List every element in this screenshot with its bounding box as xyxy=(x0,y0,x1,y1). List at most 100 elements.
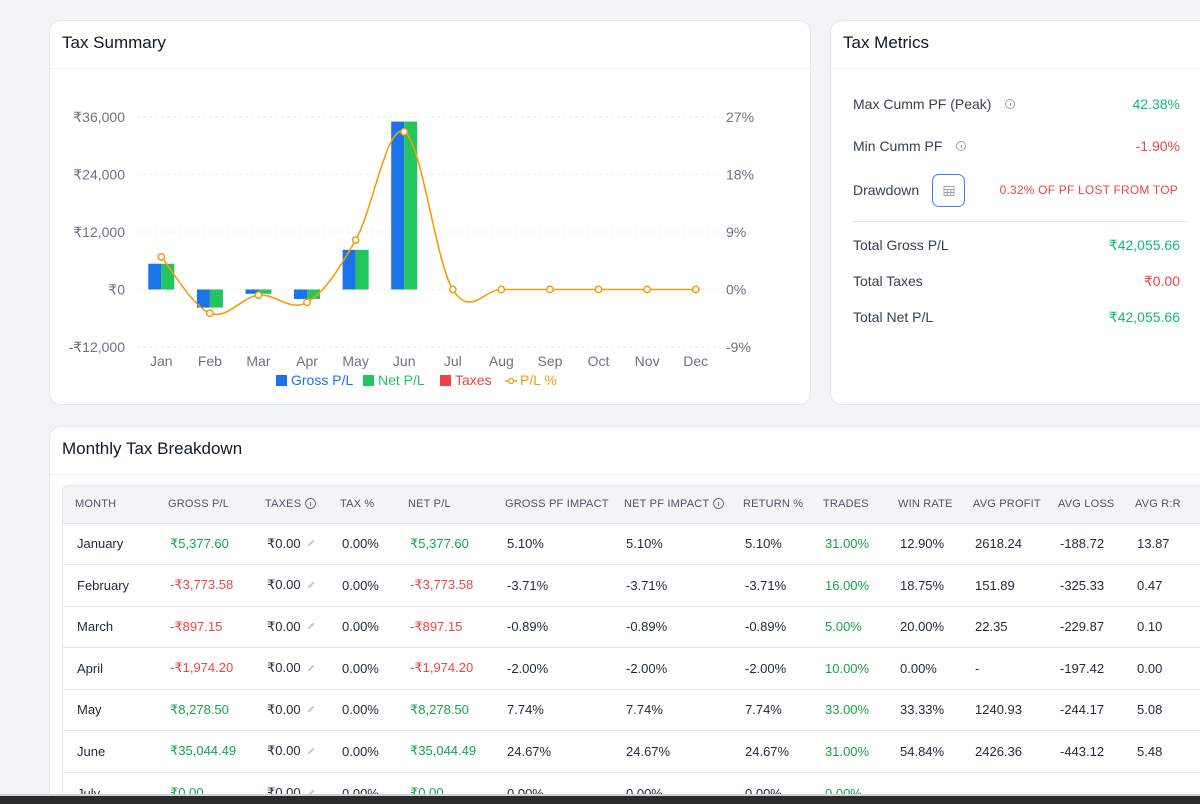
gross-pf-impact-cell: -0.89% xyxy=(493,605,612,648)
table-row[interactable]: February -₹3,773.58 ₹0.00 0.00% -₹3,773.58 -3… xyxy=(63,564,1200,606)
total-gross-label: Total Gross P/L xyxy=(853,237,949,253)
avg-profit-cell: - xyxy=(961,647,1046,689)
header-tax-pct[interactable]: TAX % xyxy=(328,486,396,523)
info-icon[interactable] xyxy=(1005,99,1016,110)
legend-point-icon xyxy=(507,377,515,385)
edit-pencil-icon[interactable] xyxy=(307,747,315,755)
legend-label: Gross P/L xyxy=(291,372,353,388)
table-row[interactable]: June ₹35,044.49 ₹0.00 0.00% ₹35,044.49 24.67%… xyxy=(63,730,1200,772)
drawdown-calendar-button[interactable] xyxy=(932,174,965,207)
avg-loss-cell: -188.72 xyxy=(1046,522,1123,565)
edit-pencil-icon[interactable] xyxy=(307,581,315,589)
net-pl-cell: ₹35,044.49 xyxy=(396,730,493,772)
net-pf-impact-cell-value: -0.89% xyxy=(626,619,668,635)
tax-pct-cell: 0.00% xyxy=(328,688,396,731)
return-pct-cell-value: -3.71% xyxy=(745,577,787,593)
avg-profit-cell: 1240.93 xyxy=(961,688,1046,731)
win-rate-cell: 33.33% xyxy=(886,688,961,731)
max-cumm-pf-label: Max Cumm PF (Peak) xyxy=(853,96,992,112)
edit-pencil-icon[interactable] xyxy=(307,664,315,672)
return-pct-cell: -3.71% xyxy=(731,564,811,606)
avg-rr-cell-value: 0.10 xyxy=(1137,619,1163,635)
table-row[interactable]: April -₹1,974.20 ₹0.00 0.00% -₹1,974.20 -2.00… xyxy=(63,647,1200,689)
info-icon[interactable] xyxy=(305,497,317,509)
bar-net-p-l xyxy=(307,289,321,299)
return-pct-cell: -0.89% xyxy=(731,605,811,648)
legend-swatch xyxy=(440,375,451,386)
pl-pct-point xyxy=(594,285,603,294)
edit-pencil-icon[interactable] xyxy=(307,622,315,630)
avg-rr-cell-value: 0.47 xyxy=(1137,577,1163,593)
tax-summary-title: Tax Summary xyxy=(62,33,166,52)
taxes-cell[interactable]: ₹0.00 xyxy=(253,647,328,689)
avg-loss-cell-value: -443.12 xyxy=(1060,743,1105,759)
x-axis-tick-label: Dec xyxy=(683,353,708,369)
taskbar-edge xyxy=(0,794,1200,804)
info-icon[interactable] xyxy=(713,497,725,509)
table-row[interactable]: January ₹5,377.60 ₹0.00 0.00% ₹5,377.60 5.10%… xyxy=(63,522,1200,565)
right-axis-tick-label: -9% xyxy=(726,339,751,355)
divider xyxy=(831,68,1200,69)
trades-cell: 33.00% xyxy=(811,688,886,731)
header-avg-profit[interactable]: AVG PROFIT xyxy=(961,486,1046,523)
left-axis-tick-label: ₹0 xyxy=(108,282,125,298)
net-pf-impact-cell: 7.74% xyxy=(612,688,731,731)
header-net-pl[interactable]: NET P/L xyxy=(396,486,493,523)
trades-cell-value: 31.00% xyxy=(825,536,870,552)
header-month[interactable]: MONTH xyxy=(63,486,156,523)
taxes-cell[interactable]: ₹0.00 xyxy=(253,730,328,772)
gross-pl-cell-value: -₹1,974.20 xyxy=(170,660,234,676)
table-row[interactable]: March -₹897.15 ₹0.00 0.00% -₹897.15 -0.89% -0.… xyxy=(63,605,1200,648)
pl-pct-point xyxy=(303,298,311,307)
info-icon[interactable] xyxy=(956,141,967,152)
header-gross-pf-impact[interactable]: GROSS PF IMPACT xyxy=(493,486,612,523)
bar-gross-p-l xyxy=(294,289,308,299)
avg-rr-cell: 0.47 xyxy=(1123,564,1200,606)
pl-pct-point xyxy=(691,285,700,294)
net-pl-cell-value: -₹3,773.58 xyxy=(410,577,474,593)
total-net-value: ₹42,055.66 xyxy=(1108,309,1180,325)
table-header-row: MONTH GROSS P/L TAXES TAX % NET P/L GROS… xyxy=(63,486,1200,523)
taxes-cell[interactable]: ₹0.00 xyxy=(253,688,328,731)
header-net-pf-impact[interactable]: NET PF IMPACT xyxy=(612,486,731,523)
bar-gross-p-l xyxy=(391,121,405,290)
avg-loss-cell-value: -188.72 xyxy=(1060,536,1105,552)
win-rate-cell: 0.00% xyxy=(886,647,961,689)
header-avg-loss[interactable]: AVG LOSS xyxy=(1046,486,1123,523)
month-cell-value: February xyxy=(77,577,130,593)
avg-rr-cell: 0.10 xyxy=(1123,605,1200,648)
header-taxes[interactable]: TAXES xyxy=(253,486,328,523)
net-pf-impact-cell: 24.67% xyxy=(612,730,731,772)
win-rate-cell-value: 20.00% xyxy=(900,619,945,635)
header-return-pct[interactable]: RETURN % xyxy=(731,486,811,523)
left-axis-tick-label: ₹36,000 xyxy=(73,109,125,125)
calendar-icon xyxy=(943,185,954,196)
gross-pf-impact-cell: -2.00% xyxy=(493,647,612,689)
breakdown-table-scroll[interactable]: MONTH GROSS P/L TAXES TAX % NET P/L GROS… xyxy=(62,485,1200,804)
header-win-rate[interactable]: WIN RATE xyxy=(886,486,961,523)
x-axis-tick-label: Mar xyxy=(246,353,270,369)
header-avg-rr[interactable]: AVG R:R xyxy=(1123,486,1200,523)
x-axis-tick-label: May xyxy=(342,353,368,369)
divider xyxy=(50,474,1200,475)
header-trades[interactable]: TRADES xyxy=(811,486,886,523)
gross-pf-impact-cell: 7.74% xyxy=(493,688,612,731)
taxes-cell[interactable]: ₹0.00 xyxy=(253,605,328,648)
avg-loss-cell: -229.87 xyxy=(1046,605,1123,648)
gross-pl-cell-value: ₹5,377.60 xyxy=(170,535,229,551)
left-axis-tick-label: ₹24,000 xyxy=(73,167,125,183)
gross-pl-cell-value: ₹8,278.50 xyxy=(170,701,229,717)
max-cumm-pf-value: 42.38% xyxy=(1132,96,1180,112)
min-cumm-pf-row: Min Cumm PF xyxy=(853,138,967,154)
table-row[interactable]: May ₹8,278.50 ₹0.00 0.00% ₹8,278.50 7.74% 7.74… xyxy=(63,688,1200,731)
edit-pencil-icon[interactable] xyxy=(307,705,315,713)
net-pl-cell-value: -₹897.15 xyxy=(410,618,463,634)
taxes-cell[interactable]: ₹0.00 xyxy=(253,522,328,565)
win-rate-cell-value: 0.00% xyxy=(900,660,937,676)
net-pl-cell: -₹1,974.20 xyxy=(396,647,493,689)
header-gross-pl[interactable]: GROSS P/L xyxy=(156,486,253,523)
taxes-cell[interactable]: ₹0.00 xyxy=(253,564,328,606)
taxes-cell-value: ₹0.00 xyxy=(267,660,301,676)
edit-pencil-icon[interactable] xyxy=(307,539,315,547)
avg-profit-cell: 2618.24 xyxy=(961,522,1046,565)
